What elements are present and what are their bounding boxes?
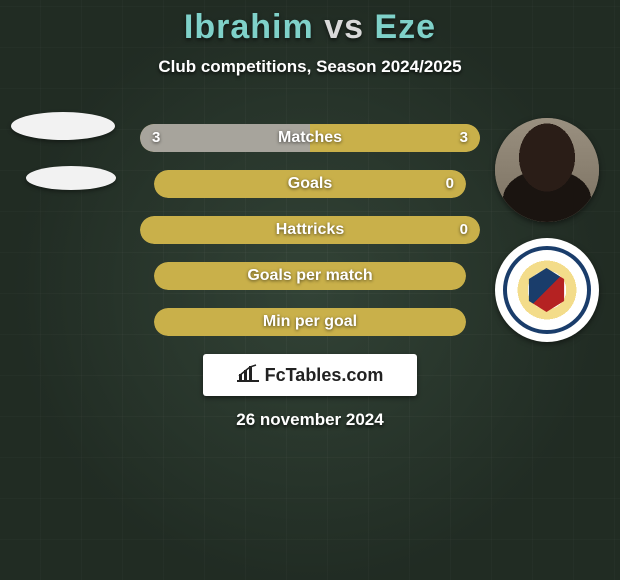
player-right-club-badge [495, 238, 599, 342]
stat-bars: Matches33Goals0Hattricks0Goals per match… [140, 124, 480, 354]
club-badge-graphic [503, 246, 591, 334]
stat-label: Goals per match [154, 262, 466, 290]
date-line: 26 november 2024 [0, 410, 620, 430]
avatar-image-placeholder [495, 118, 599, 222]
title-player-left: Ibrahim [184, 8, 314, 46]
stat-value-right: 0 [460, 216, 468, 244]
player-left-club-placeholder [26, 166, 116, 190]
player-right-avatar [495, 118, 599, 222]
comparison-card: Ibrahim vs Eze Club competitions, Season… [0, 0, 620, 580]
stat-row: Hattricks0 [140, 216, 480, 244]
title-vs: vs [324, 8, 364, 46]
subtitle: Club competitions, Season 2024/2025 [0, 57, 620, 77]
stat-row: Min per goal [154, 308, 466, 336]
stat-row: Matches3 3 [140, 124, 480, 152]
stat-value-right: 0 [446, 170, 454, 198]
stat-value-left: 3 [152, 124, 160, 152]
brand-text: FcTables.com [265, 365, 384, 386]
bar-chart-icon [237, 364, 259, 387]
right-player-column [489, 118, 604, 342]
left-player-column [8, 112, 118, 216]
stat-label: Hattricks [140, 216, 480, 244]
player-left-avatar-placeholder [11, 112, 115, 140]
stat-value-right: 3 [460, 124, 468, 152]
page-title: Ibrahim vs Eze [0, 0, 620, 47]
stat-label: Goals [154, 170, 466, 198]
stat-label: Min per goal [154, 308, 466, 336]
stat-label: Matches [140, 124, 480, 152]
stat-row: Goals0 [154, 170, 466, 198]
stat-row: Goals per match [154, 262, 466, 290]
title-player-right: Eze [374, 8, 436, 46]
brand-box[interactable]: FcTables.com [203, 354, 417, 396]
